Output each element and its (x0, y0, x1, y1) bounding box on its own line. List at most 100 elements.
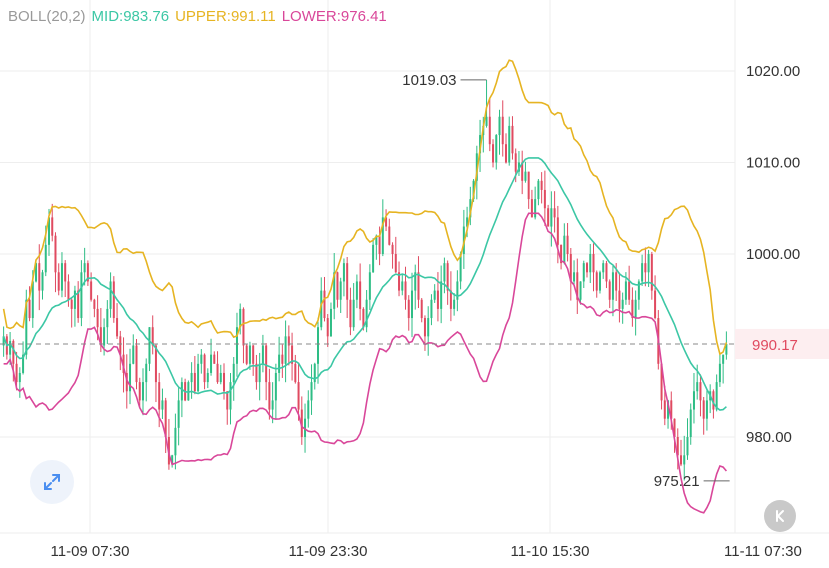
candle-body (634, 299, 637, 319)
candle (284, 320, 287, 383)
candle-body (119, 336, 122, 355)
candle (333, 252, 336, 320)
candle (372, 238, 375, 273)
candle-body (274, 372, 277, 401)
candle-body (514, 153, 517, 172)
candle (679, 439, 683, 467)
candle (718, 353, 721, 387)
candle-body (381, 217, 384, 254)
candle (647, 249, 650, 287)
candle-body (281, 354, 284, 364)
candle-body (349, 299, 352, 328)
candle (2, 326, 5, 357)
candle (699, 374, 702, 417)
candle (80, 260, 83, 327)
candle-body (235, 327, 238, 364)
candle (265, 343, 268, 401)
candle-body (261, 345, 264, 364)
candle (313, 362, 316, 390)
candle (654, 275, 657, 320)
candle-body (608, 281, 611, 300)
candle (628, 265, 631, 305)
candle-body (41, 272, 44, 291)
candle (453, 293, 456, 316)
candle (686, 418, 689, 460)
candle-body (12, 340, 15, 364)
candle-body (385, 217, 388, 227)
candle-body (511, 125, 514, 154)
candle-body (556, 217, 559, 245)
candle-body (310, 382, 313, 401)
candle (556, 205, 559, 264)
candle (485, 79, 488, 128)
candle (547, 204, 550, 227)
candle (77, 281, 80, 323)
candle (342, 258, 345, 297)
candle-body (631, 299, 634, 319)
candle-body (352, 299, 355, 328)
candle (381, 199, 384, 257)
candle (391, 242, 394, 269)
candle (239, 303, 242, 335)
candle (294, 354, 297, 384)
candle (164, 397, 167, 453)
candle (41, 269, 44, 300)
candle-body (372, 244, 375, 273)
candle (618, 272, 621, 323)
candle (300, 396, 303, 445)
candle (573, 260, 576, 285)
candle-body (602, 263, 605, 273)
candle-body (96, 308, 99, 328)
candle-body (239, 308, 242, 328)
candle-body (158, 382, 161, 410)
candle-body (362, 308, 365, 328)
expand-button[interactable] (30, 460, 74, 504)
candle (154, 343, 157, 403)
expand-arrows-icon (44, 474, 60, 490)
candle (504, 133, 507, 164)
candle (190, 362, 193, 399)
candle (689, 403, 692, 445)
candle (608, 279, 611, 309)
candle-body (291, 345, 294, 364)
x-axis: 11-09 07:30 11-09 23:30 11-10 15:30 11-11 0… (51, 543, 802, 560)
candle-body (83, 263, 86, 273)
candle-body (453, 299, 456, 309)
candle-body (673, 418, 676, 437)
candle-body (459, 254, 462, 282)
candle-body (443, 263, 446, 282)
candle (258, 352, 261, 401)
candle-body (689, 409, 692, 437)
candle (18, 367, 21, 398)
candle (660, 363, 663, 410)
k-line-button[interactable] (764, 500, 796, 532)
candle-body (180, 382, 183, 401)
candle (433, 284, 436, 303)
candle-body (252, 345, 255, 364)
candle-body (647, 254, 650, 273)
candle-body (125, 372, 128, 392)
candle (93, 298, 96, 318)
candle (326, 314, 329, 347)
candle (611, 266, 614, 317)
candle-body (530, 199, 533, 218)
candle (235, 312, 238, 377)
candle-body (193, 372, 196, 392)
candle-body (553, 208, 556, 218)
candle-body (329, 308, 332, 337)
candle-body (595, 272, 598, 291)
candle (715, 374, 718, 412)
candle-body (446, 263, 449, 291)
candle-body (51, 217, 54, 236)
candle-body (138, 382, 141, 401)
candle-body (686, 437, 689, 456)
candle (579, 281, 582, 305)
annotations: 1019.03 975.21 (402, 72, 730, 490)
candle-body (339, 281, 342, 300)
candle (174, 413, 177, 470)
candle (527, 171, 530, 209)
candle (722, 354, 725, 384)
min-annotation-label: 975.21 (654, 473, 700, 490)
candle-body (705, 400, 708, 419)
